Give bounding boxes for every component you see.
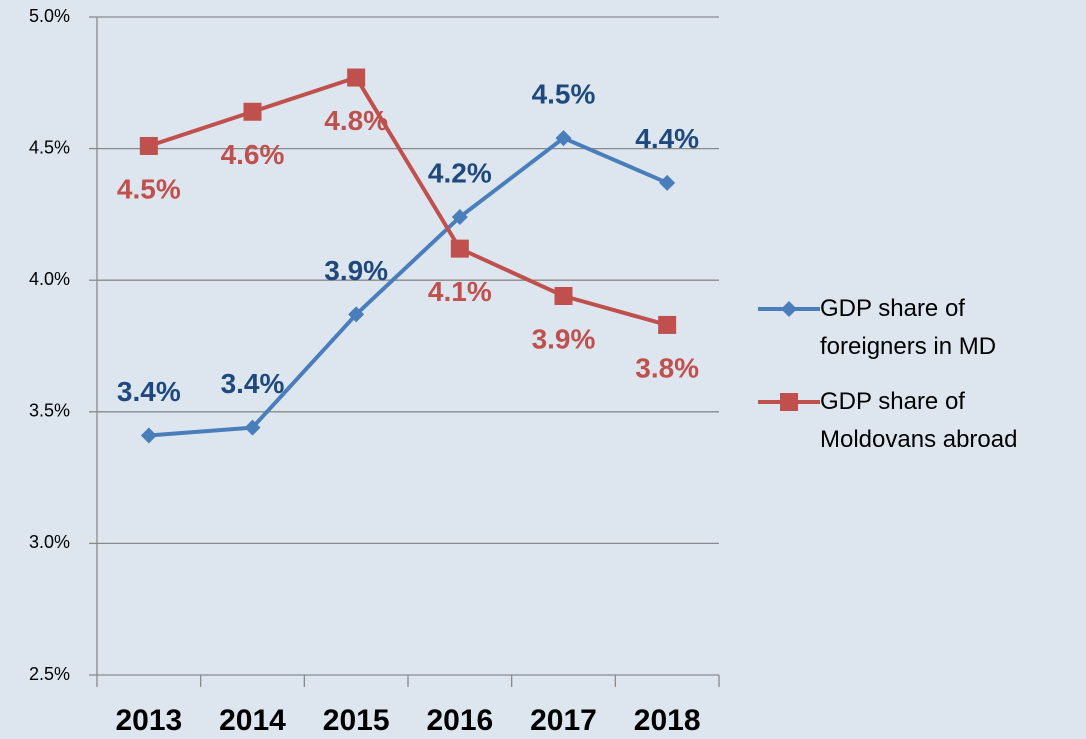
y-tick-label: 5.0%: [29, 6, 70, 26]
data-label: 3.9%: [324, 255, 388, 286]
marker: [347, 68, 366, 87]
data-label: 3.4%: [221, 368, 285, 399]
marker: [659, 174, 676, 191]
x-tick-label: 2016: [426, 704, 493, 737]
x-tick-label: 2013: [115, 704, 182, 737]
marker: [244, 419, 261, 436]
legend-label: GDP share of Moldovans abroad: [820, 388, 1018, 453]
series-line: [148, 75, 668, 327]
marker: [450, 239, 469, 258]
marker: [139, 136, 158, 155]
marker: [780, 393, 798, 411]
data-label: 4.4%: [635, 123, 699, 154]
marker: [348, 306, 365, 323]
x-tick-label: 2014: [219, 704, 286, 737]
data-label: 4.2%: [428, 157, 492, 188]
data-label: 4.5%: [117, 173, 181, 204]
data-label: 3.9%: [532, 323, 596, 354]
data-label: 3.4%: [117, 376, 181, 407]
legend-label: GDP share of foreigners in MD: [820, 295, 997, 360]
x-tick-label: 2018: [634, 704, 701, 737]
marker: [555, 130, 572, 147]
data-label: 4.1%: [428, 276, 492, 307]
x-tick-label: 2015: [323, 704, 390, 737]
y-tick-label: 2.5%: [29, 664, 70, 684]
x-tick-label: 2017: [530, 704, 597, 737]
series-line: [148, 136, 668, 438]
marker: [451, 209, 468, 226]
marker: [658, 315, 677, 334]
data-label: 3.8%: [635, 352, 699, 383]
data-label: 4.8%: [324, 105, 388, 136]
data-label: 4.5%: [532, 78, 596, 109]
marker: [781, 301, 797, 317]
marker: [554, 286, 573, 305]
y-tick-label: 3.5%: [29, 401, 70, 421]
marker: [243, 102, 262, 121]
y-tick-label: 4.0%: [29, 269, 70, 289]
data-label: 4.6%: [221, 139, 285, 170]
y-tick-label: 4.5%: [29, 137, 70, 157]
y-tick-label: 3.0%: [29, 532, 70, 552]
marker: [140, 427, 157, 444]
